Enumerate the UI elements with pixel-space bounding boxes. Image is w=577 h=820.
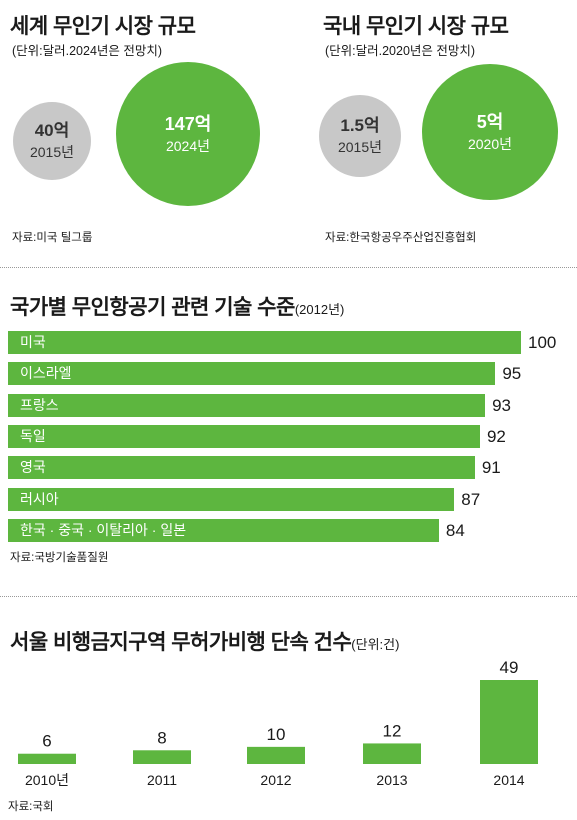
enforcement-title: 서울 비행금지구역 무허가비행 단속 건수(단위:건) [10, 626, 399, 656]
enforcement-bar [480, 680, 538, 764]
domestic-2020-value: 5억 [476, 111, 504, 132]
enforcement-bar [133, 750, 191, 764]
enforcement-title-main: 서울 비행금지구역 무허가비행 단속 건수 [10, 631, 352, 654]
tech-level-bar [8, 518, 439, 542]
world-market-unit: (단위:달러.2024년은 전망치) [12, 44, 163, 58]
tech-level-title-main: 국가별 무인항공기 관련 기술 수준 [10, 296, 295, 319]
tech-level-bar-label: 영국 [20, 459, 46, 476]
world-2024-value: 147억 [164, 113, 212, 134]
domestic-market-source: 자료:한국항공우주산업진흥협회 [325, 232, 477, 244]
enforcement-bar-value: 8 [157, 728, 166, 747]
enforcement-year-label: 2012 [260, 772, 291, 788]
tech-level-title-suffix: (2012년) [294, 302, 345, 317]
tech-level-bar-value: 95 [502, 364, 522, 384]
enforcement-source: 자료:국회 [8, 801, 54, 813]
enforcement-bar-value: 49 [500, 658, 519, 677]
tech-level-bar [8, 331, 521, 354]
tech-level-bar-value: 92 [486, 426, 506, 446]
tech-level-bar [8, 487, 455, 511]
tech-level-bar-value: 84 [445, 520, 465, 540]
world-2024-bubble: 147억 2024년 [116, 62, 260, 206]
world-2015-bubble: 40억 2015년 [13, 102, 91, 180]
tech-level-title: 국가별 무인항공기 관련 기술 수준(2012년) [10, 291, 344, 321]
enforcement-year-label: 2014 [493, 772, 524, 788]
tech-level-bar-label: 독일 [20, 427, 46, 444]
tech-level-bar-value: 91 [481, 458, 501, 478]
tech-level-bar-label: 프랑스 [20, 396, 59, 413]
tech-level-bar [8, 424, 480, 448]
domestic-market-title: 국내 무인기 시장 규모 [323, 15, 509, 38]
section-divider [0, 596, 577, 597]
tech-level-bar-value: 100 [528, 333, 557, 352]
section-divider [0, 267, 577, 268]
world-2024-year: 2024년 [165, 137, 211, 154]
tech-level-bar [8, 362, 496, 386]
tech-level-bar-value: 93 [492, 395, 511, 415]
tech-level-bar-label: 이스라엘 [20, 365, 72, 382]
enforcement-bar-value: 6 [42, 732, 51, 751]
domestic-2015-value: 1.5억 [340, 116, 380, 136]
tech-level-bar [8, 393, 486, 417]
world-2015-year: 2015년 [29, 144, 75, 161]
world-market-title: 세계 무인기 시장 규모 [10, 15, 196, 38]
enforcement-title-suffix: (단위:건) [351, 637, 400, 652]
enforcement-year-label: 2010년 [25, 772, 69, 788]
domestic-2015-year: 2015년 [337, 139, 383, 156]
enforcement-bar [18, 753, 76, 764]
enforcement-year-label: 2011 [147, 772, 177, 788]
domestic-market-unit: (단위:달러.2020년은 전망치) [325, 44, 476, 58]
enforcement-bar-value: 10 [267, 725, 286, 744]
enforcement-bar [247, 746, 305, 764]
tech-level-bar-value: 87 [461, 489, 481, 509]
domestic-2015-bubble: 1.5억 2015년 [319, 95, 401, 177]
tech-level-source: 자료:국방기술품질원 [10, 552, 109, 564]
domestic-2020-year: 2020년 [467, 135, 513, 152]
world-2015-value: 40억 [34, 121, 70, 141]
enforcement-year-label: 2013 [376, 772, 407, 788]
tech-level-bar-label: 한국 · 중국 · 이탈리아 · 일본 [20, 521, 187, 538]
tech-level-bar-label: 미국 [20, 334, 46, 350]
world-market-source: 자료:미국 틸그룹 [12, 232, 93, 244]
tech-level-bar [8, 456, 475, 480]
domestic-2020-bubble: 5억 2020년 [422, 64, 558, 200]
enforcement-bar [363, 743, 421, 764]
enforcement-bar-value: 12 [383, 721, 402, 740]
tech-level-bar-label: 러시아 [20, 490, 59, 507]
enforcement-bar-chart: 6 2010년 8 2011 10 2012 12 2013 49 2014 [18, 658, 538, 788]
